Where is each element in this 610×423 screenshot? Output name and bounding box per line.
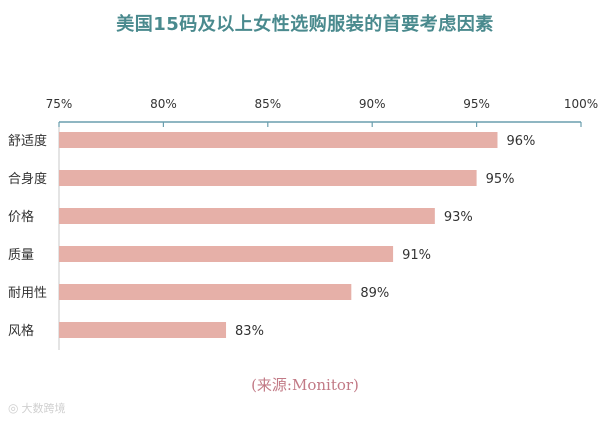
camera-icon: ◎ <box>8 401 19 415</box>
chart-title: 美国15码及以上女性选购服装的首要考虑因素 <box>116 14 494 35</box>
x-tick-label: 75% <box>46 97 73 111</box>
value-label: 89% <box>360 286 389 301</box>
category-label: 合身度 <box>8 171 47 187</box>
bar <box>59 246 394 262</box>
value-label: 93% <box>444 210 473 225</box>
x-tick-label: 95% <box>463 97 490 111</box>
bar <box>59 132 498 148</box>
category-label: 价格 <box>8 209 34 225</box>
value-label: 91% <box>402 248 431 263</box>
value-label: 96% <box>506 134 535 149</box>
x-tick-label: 80% <box>150 97 177 111</box>
x-tick-label: 100% <box>564 97 598 111</box>
watermark: ◎ 大数跨境 <box>8 400 65 416</box>
x-tick-label: 85% <box>254 97 281 111</box>
category-label: 质量 <box>8 248 34 263</box>
bar <box>59 284 352 300</box>
category-label: 舒适度 <box>8 133 47 149</box>
bar <box>59 208 435 224</box>
source-note: (来源:Monitor) <box>251 376 359 394</box>
category-label: 耐用性 <box>8 286 47 301</box>
x-tick-label: 90% <box>359 97 386 111</box>
watermark-text: 大数跨境 <box>21 402 66 415</box>
category-label: 风格 <box>8 323 34 339</box>
bar <box>59 170 477 186</box>
value-label: 83% <box>235 324 264 339</box>
value-label: 95% <box>486 172 515 187</box>
bar <box>59 322 227 338</box>
